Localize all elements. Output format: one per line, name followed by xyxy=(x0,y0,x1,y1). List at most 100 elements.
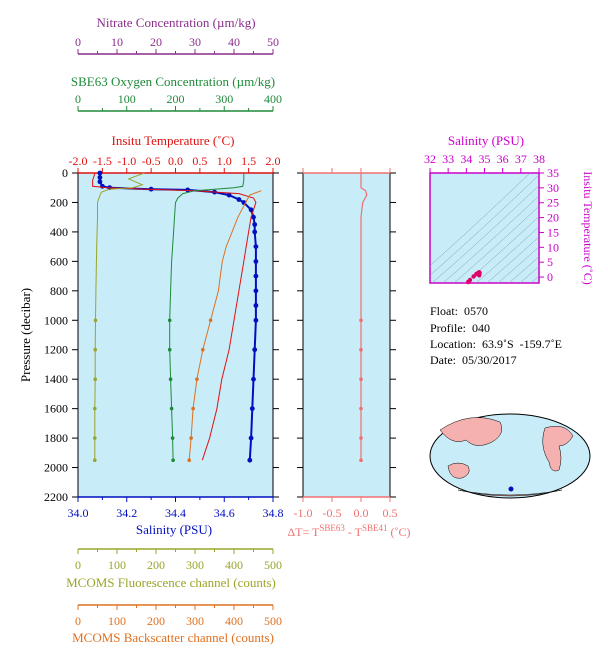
ts-density-contour xyxy=(453,205,539,283)
world-map xyxy=(429,413,591,499)
ts-salinity-tick-label: 37 xyxy=(515,152,527,166)
series-backscatter-point xyxy=(189,436,193,440)
salinity-tick-label: 34.2 xyxy=(116,506,137,520)
series-backscatter-line xyxy=(188,190,262,461)
delta-t-tick-label: -0.5 xyxy=(323,506,342,520)
temperature-tick-label: -2.0 xyxy=(69,154,88,168)
salinity-tick-label: 34.6 xyxy=(214,506,235,520)
land-mass-antarctica xyxy=(457,489,563,497)
ts-density-contour xyxy=(486,236,539,283)
backscatter-tick-label: 200 xyxy=(147,614,165,628)
series-salinity-point xyxy=(97,170,103,176)
ts-salinity-axis-label: Salinity (PSU) xyxy=(448,133,524,148)
ts-salinity-tick-label: 34 xyxy=(460,152,472,166)
profile-date: Date: 05/30/2017 xyxy=(430,353,517,367)
series-delta-t-point xyxy=(359,347,363,352)
series-salinity-point xyxy=(249,406,255,411)
delta-t-plot-area xyxy=(302,172,391,498)
ts-density-contour xyxy=(475,226,539,283)
nitrate-axis-label: Nitrate Concentration (µm/kg) xyxy=(96,15,255,30)
series-salinity-point xyxy=(253,259,259,264)
backscatter-tick-label: 400 xyxy=(225,614,243,628)
ts-salinity-tick-label: 35 xyxy=(479,152,491,166)
nitrate-tick-label: 30 xyxy=(189,35,201,49)
pressure-axis-label: Pressure (decibar) xyxy=(18,288,33,382)
backscatter-tick-label: 0 xyxy=(75,614,81,628)
ts-temperature-axis-label: Insitu Temperature (˚C) xyxy=(581,171,595,285)
series-oxygen-point xyxy=(167,347,172,352)
series-salinity-point xyxy=(251,376,256,382)
pressure-tick-label: 200 xyxy=(50,195,68,209)
pressure-tick-label: 1800 xyxy=(44,431,68,445)
oxygen-axis: SBE63 Oxygen Concentration (µm/kg) 0 100 2… xyxy=(71,74,282,112)
series-fluorescence-point xyxy=(93,318,98,323)
temperature-tick-label: 0.5 xyxy=(192,154,207,168)
pressure-tick-label: 1000 xyxy=(44,313,68,327)
nitrate-tick-label: 50 xyxy=(267,35,279,49)
series-oxygen-point xyxy=(170,436,175,440)
delta-t-axis-label: ΔT= TSBE63 - TSBE41 (˚C) xyxy=(287,523,410,539)
series-delta-t-point xyxy=(359,377,363,382)
ts-point xyxy=(477,273,482,278)
series-fluorescence-point xyxy=(93,347,97,352)
backscatter-tick-label: 300 xyxy=(186,614,204,628)
delta-t-tick-label: 0.0 xyxy=(354,506,369,520)
float-id: Float: 0570 xyxy=(430,304,489,318)
ts-density-contour xyxy=(508,256,539,283)
series-oxygen-point xyxy=(168,377,173,382)
series-delta-t-point xyxy=(359,406,363,411)
series-backscatter-point xyxy=(201,347,205,352)
nitrate-tick-label: 0 xyxy=(75,35,81,49)
series-salinity-point xyxy=(97,179,103,185)
series-oxygen-point xyxy=(171,458,175,463)
series-fluorescence-point xyxy=(93,436,97,440)
series-salinity-point xyxy=(252,347,258,353)
ts-salinity-tick-label: 32 xyxy=(424,152,436,166)
series-delta-t-point xyxy=(359,436,363,440)
temperature-tick-label: -0.5 xyxy=(142,154,161,168)
salinity-tick-label: 34.0 xyxy=(68,506,89,520)
fluorescence-tick-label: 100 xyxy=(108,558,126,572)
ts-density-contour xyxy=(497,246,539,283)
series-salinity-point xyxy=(253,317,259,323)
oxygen-tick-label: 300 xyxy=(215,92,233,106)
series-salinity-point xyxy=(252,229,258,235)
series-salinity-point xyxy=(97,175,103,180)
ts-temperature-tick-label: 35 xyxy=(547,166,559,180)
series-salinity-point xyxy=(253,303,259,308)
nitrate-tick-label: 20 xyxy=(150,35,162,49)
series-backscatter-point xyxy=(191,406,195,411)
series-oxygen-point xyxy=(167,318,172,323)
ts-density-contour xyxy=(430,173,531,266)
fluorescence-tick-label: 500 xyxy=(264,558,282,572)
series-fluorescence-point xyxy=(93,377,97,382)
ts-temperature-tick-label: 20 xyxy=(547,211,559,225)
fluorescence-axis-label: MCOMS Fluorescence channel (counts) xyxy=(66,575,276,590)
series-delta-t-point xyxy=(359,458,363,463)
series-fluorescence-point xyxy=(93,458,97,463)
ts-density-contour xyxy=(430,174,539,276)
series-salinity-point xyxy=(236,197,242,202)
series-salinity-point xyxy=(100,183,105,189)
land-mass-australia xyxy=(447,462,470,479)
fluorescence-tick-label: 0 xyxy=(75,558,81,572)
temperature-tick-label: 0.0 xyxy=(168,154,183,168)
series-backscatter-point xyxy=(195,377,199,382)
series-salinity-point xyxy=(248,435,254,441)
float-location-marker xyxy=(508,486,514,492)
series-backscatter-point xyxy=(187,458,191,463)
series-salinity-point xyxy=(248,207,254,213)
pressure-tick-label: 600 xyxy=(50,254,68,268)
profile-number: Profile: 040 xyxy=(430,321,490,335)
fluorescence-axis: 0 100 200 300 400 500 MCOMS Fluorescence chan… xyxy=(66,548,282,590)
pressure-tick-label: 0 xyxy=(62,166,68,180)
series-delta-t-line xyxy=(360,173,368,461)
ts-density-contour xyxy=(530,275,539,283)
ts-temperature-tick-label: 0 xyxy=(547,270,553,284)
pressure-tick-label: 1600 xyxy=(44,402,68,416)
delta-t-tick-label: -1.0 xyxy=(294,506,313,520)
series-salinity-point xyxy=(253,244,259,250)
ts-density-contour xyxy=(519,266,539,283)
temperature-axis: Insitu Temperature (˚C) -2.0 -1.5 -1.0 -0.5… xyxy=(69,133,281,173)
series-backscatter-point xyxy=(208,318,213,323)
